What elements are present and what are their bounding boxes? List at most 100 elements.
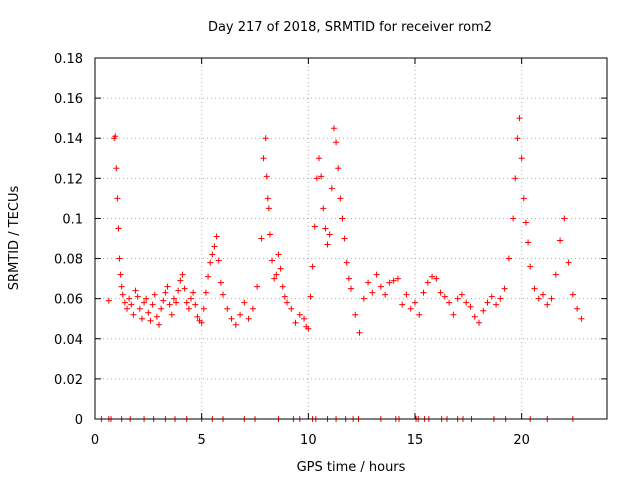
data-point: [220, 291, 226, 298]
data-point: [467, 303, 474, 310]
data-point: [279, 283, 286, 290]
data-point: [205, 273, 212, 280]
data-point: [360, 295, 367, 302]
data-point: [160, 297, 167, 304]
data-point: [369, 289, 376, 296]
data-point: [284, 299, 290, 306]
data-point: [217, 279, 224, 286]
chart-title: Day 217 of 2018, SRMTID for receiver rom…: [208, 20, 492, 35]
data-point: [115, 225, 122, 232]
x-tick-labels: 0 5 10 15 20: [91, 433, 530, 448]
y-tick-label: 0.1: [62, 212, 83, 227]
data-point: [213, 233, 220, 240]
data-point: [407, 305, 414, 312]
data-point: [424, 279, 431, 286]
data-point: [296, 311, 303, 318]
data-point: [356, 329, 363, 336]
data-point: [497, 295, 504, 302]
data-point: [569, 291, 576, 298]
y-tick-label: 0.08: [54, 253, 83, 268]
data-point: [158, 305, 165, 312]
data-point: [516, 115, 523, 122]
data-point: [112, 133, 119, 140]
data-point: [245, 315, 252, 322]
data-point: [117, 271, 124, 278]
plot-frame: [94, 57, 608, 420]
data-point: [116, 255, 123, 262]
data-point: [403, 291, 410, 298]
data-point: [458, 291, 465, 298]
data-point: [463, 299, 470, 306]
data-point: [525, 239, 532, 246]
data-point: [322, 225, 329, 232]
data-point: [175, 287, 182, 294]
data-point: [190, 289, 197, 296]
x-tick-label: 15: [407, 433, 424, 448]
data-point: [578, 315, 585, 322]
data-point: [162, 289, 169, 296]
data-point: [335, 165, 342, 172]
data-point: [313, 175, 320, 182]
data-point: [281, 293, 288, 300]
data-point: [512, 175, 519, 182]
data-point: [241, 299, 248, 306]
y-tick-label: 0.02: [54, 373, 83, 388]
data-point: [345, 275, 352, 282]
data-point: [324, 241, 331, 248]
data-point: [416, 311, 423, 318]
data-point: [510, 215, 517, 222]
y-tick-label: 0.12: [54, 172, 83, 187]
data-point: [311, 223, 318, 230]
data-point: [207, 259, 214, 266]
data-point: [228, 315, 235, 322]
data-point: [151, 291, 158, 298]
data-point: [484, 299, 491, 306]
data-point: [153, 313, 160, 320]
data-point: [188, 295, 194, 302]
data-point: [505, 255, 512, 262]
data-point: [522, 219, 529, 226]
data-point: [330, 125, 337, 132]
data-point: [561, 215, 568, 222]
data-point: [557, 237, 564, 244]
data-point: [343, 259, 350, 266]
y-tick-label: 0: [75, 413, 83, 428]
x-tick-label: 20: [513, 433, 530, 448]
data-point: [476, 319, 482, 326]
data-point: [548, 295, 555, 302]
y-tick-labels: 0 0.02 0.04 0.06 0.08 0.1 0.12 0.14 0.16 0.18: [54, 52, 83, 428]
data-point: [156, 321, 162, 328]
data-point: [429, 273, 436, 280]
y-tick-label: 0.14: [54, 132, 83, 147]
data-point: [200, 305, 207, 312]
data-point: [232, 321, 239, 328]
x-tick-label: 0: [91, 433, 99, 448]
data-point: [147, 317, 154, 324]
data-point: [269, 257, 276, 264]
data-point: [145, 309, 152, 316]
data-point: [192, 301, 199, 308]
data-point: [514, 135, 521, 142]
data-point: [215, 257, 222, 264]
y-tick-label: 0.06: [54, 293, 83, 308]
data-point: [412, 299, 418, 306]
y-tick-label: 0.16: [54, 92, 83, 107]
data-point: [341, 235, 348, 242]
data-point: [224, 305, 231, 312]
data-point: [446, 299, 453, 306]
data-point: [544, 301, 551, 308]
x-tick-label: 5: [198, 433, 206, 448]
data-point: [209, 251, 216, 258]
data-point: [309, 263, 316, 270]
data-point: [273, 271, 280, 278]
data-point: [275, 251, 282, 258]
data-point: [535, 295, 542, 302]
data-point: [126, 295, 133, 302]
data-point: [170, 295, 177, 302]
data-point: [377, 283, 384, 290]
data-point: [316, 155, 322, 162]
data-point: [441, 293, 448, 300]
data-point: [288, 305, 295, 312]
data-point: [520, 195, 527, 202]
data-point: [437, 289, 444, 296]
